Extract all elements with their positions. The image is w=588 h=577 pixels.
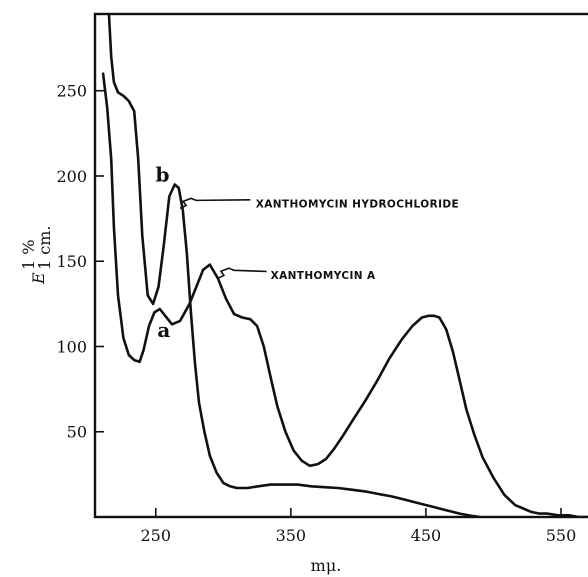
y-tick-label: 250 <box>56 82 87 101</box>
series-layer <box>101 14 588 517</box>
y-tick-label: 50 <box>67 423 87 442</box>
curve-label-a: a <box>157 318 170 342</box>
series-line-b <box>107 14 482 517</box>
y-tick-label: 100 <box>56 337 87 356</box>
hydrochloride-annotation: XANTHOMYCIN HYDROCHLORIDE <box>256 198 459 210</box>
x-axis-title: mμ. <box>311 556 342 575</box>
axes: 50 100 150 200 250 250 350 450 550 <box>56 12 588 545</box>
series-line-a <box>101 72 588 517</box>
y-axis-title-main: E <box>29 272 48 285</box>
y-axis-title-sup: 1 % <box>19 240 38 270</box>
xanthomycin-a-pointer <box>217 267 267 280</box>
curve-label-b: b <box>156 162 170 186</box>
x-tick-label: 250 <box>141 526 172 545</box>
y-axis-title: E 1 % 1 cm. <box>19 226 54 285</box>
hydrochloride-pointer <box>179 197 251 210</box>
y-tick-label: 200 <box>56 167 87 186</box>
annotations: b a XANTHOMYCIN HYDROCHLORIDE XANTHOMYCIN A <box>156 162 459 342</box>
x-tick-label: 350 <box>276 526 307 545</box>
xanthomycin-a-annotation: XANTHOMYCIN A <box>271 270 376 282</box>
x-tick-label: 550 <box>546 526 577 545</box>
y-axis-title-sub: 1 cm. <box>35 226 54 270</box>
y-tick-label: 150 <box>56 252 87 271</box>
x-tick-label: 450 <box>411 526 442 545</box>
plot-frame <box>93 12 588 519</box>
